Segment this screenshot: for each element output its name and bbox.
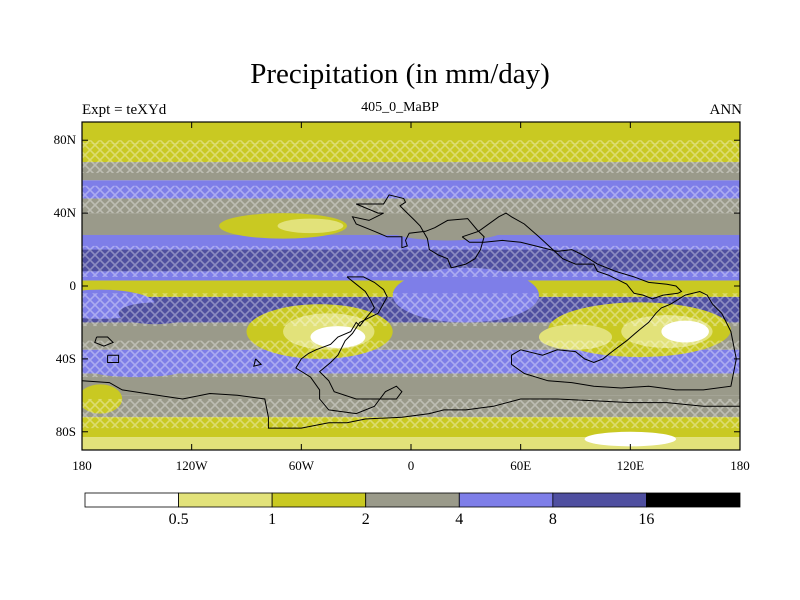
coastline bbox=[295, 276, 403, 415]
hatch-band bbox=[82, 185, 740, 214]
period-label: 405_0_MaBP bbox=[361, 100, 439, 115]
coastline bbox=[461, 212, 683, 300]
y-tick-label: 40N bbox=[54, 205, 77, 220]
precip-region bbox=[277, 218, 344, 234]
hatch-band bbox=[82, 398, 740, 429]
colorbar-label: 2 bbox=[362, 511, 370, 528]
coastline bbox=[351, 194, 485, 269]
hatch-band bbox=[82, 340, 740, 378]
coastline bbox=[94, 336, 114, 347]
map-hatching bbox=[82, 140, 740, 429]
colorbar: 0.5 1 2 4 8 16 bbox=[84, 492, 741, 528]
colorbar-label: 4 bbox=[455, 511, 463, 528]
colorbar-label: 0.5 bbox=[169, 511, 189, 528]
season-label: ANN bbox=[709, 102, 743, 118]
y-tick-label: 80N bbox=[54, 132, 77, 147]
colorbar-label: 8 bbox=[549, 511, 557, 528]
y-tick-label: 80S bbox=[56, 424, 76, 439]
precip-region bbox=[392, 222, 503, 241]
coastline bbox=[107, 354, 120, 363]
x-tick-label: 180 bbox=[730, 458, 750, 473]
coastline bbox=[82, 380, 740, 429]
colorbar-swatch bbox=[458, 492, 554, 508]
coastline bbox=[511, 290, 737, 391]
colorbar-swatch bbox=[84, 492, 179, 508]
experiment-label: Expt = teXYd bbox=[82, 102, 167, 118]
x-tick-label: 0 bbox=[408, 458, 415, 473]
x-tick-label: 60W bbox=[289, 458, 315, 473]
hatch-band bbox=[82, 140, 740, 174]
x-tick-label: 120E bbox=[617, 458, 645, 473]
axis-ticks: 180 120W 60W 0 60E 120E 180 80N 40N 0 40S 80S bbox=[54, 122, 750, 473]
x-tick-label: 60E bbox=[510, 458, 531, 473]
colorbar-swatch bbox=[271, 492, 367, 508]
coastline bbox=[253, 358, 263, 367]
precip-region bbox=[584, 431, 677, 447]
hatch-band bbox=[82, 293, 740, 327]
y-tick-label: 40S bbox=[56, 351, 76, 366]
y-tick-label: 0 bbox=[70, 278, 77, 293]
colorbar-swatch bbox=[365, 492, 460, 508]
x-tick-label: 180 bbox=[72, 458, 92, 473]
precip-band bbox=[82, 122, 740, 144]
precip-region bbox=[661, 320, 709, 343]
colorbar-label: 16 bbox=[638, 511, 654, 528]
colorbar-swatch bbox=[178, 492, 273, 508]
colorbar-label: 1 bbox=[268, 511, 276, 528]
colorbar-swatch bbox=[646, 492, 741, 508]
hatch-band bbox=[82, 245, 740, 277]
precip-band bbox=[82, 437, 740, 450]
colorbar-swatch bbox=[552, 492, 647, 508]
coastlines bbox=[82, 194, 740, 429]
precip-band bbox=[82, 373, 740, 396]
plot-title: Precipitation (in mm/day) bbox=[250, 58, 550, 90]
x-tick-label: 120W bbox=[176, 458, 209, 473]
